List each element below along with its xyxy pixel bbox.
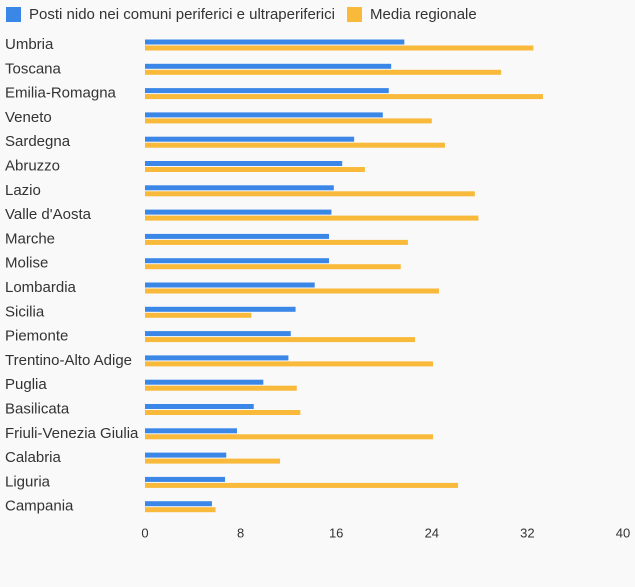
bar-posti-nido-sardegna[interactable] [145,136,355,142]
category-label-sardegna: Sardegna [5,133,71,150]
bar-media-regionale-toscana[interactable] [145,69,502,75]
bar-media-regionale-abruzzo[interactable] [145,167,365,172]
bar-posti-nido-valle-d-aosta[interactable] [145,209,332,215]
category-label-friuli-venezia-giulia: Friuli-Venezia Giulia [5,425,139,442]
bar-media-regionale-piemonte[interactable] [145,337,416,343]
x-tick-label-8: 8 [237,525,244,540]
category-label-valle-d-aosta: Valle d'Aosta [5,206,92,223]
bar-posti-nido-toscana[interactable] [145,63,392,69]
x-tick-label-0: 0 [141,525,148,540]
category-label-marche: Marche [5,230,55,247]
bar-posti-nido-basilicata[interactable] [145,404,254,409]
bar-media-regionale-molise[interactable] [145,264,401,270]
bar-media-regionale-campania[interactable] [145,507,216,513]
bar-media-regionale-lombardia[interactable] [145,288,439,294]
bar-media-regionale-sardegna[interactable] [145,142,445,148]
bar-media-regionale-liguria[interactable] [145,482,459,488]
x-tick-label-16: 16 [329,525,343,540]
category-label-lazio: Lazio [5,182,41,199]
bar-media-regionale-trentino-alto-adige[interactable] [145,361,433,367]
category-label-liguria: Liguria [5,473,51,490]
legend-swatch-media-regionale [346,6,362,22]
bar-posti-nido-liguria[interactable] [145,476,226,482]
bar-media-regionale-sicilia[interactable] [145,312,252,318]
category-label-umbria: Umbria [5,36,54,53]
category-label-campania: Campania [5,498,74,515]
bar-posti-nido-veneto[interactable] [145,112,383,118]
bar-posti-nido-emilia-romagna[interactable] [145,88,389,94]
category-label-piemonte: Piemonte [5,328,68,345]
category-label-lombardia: Lombardia [5,279,77,296]
bar-posti-nido-molise[interactable] [145,258,330,264]
legend-item-posti-nido[interactable]: Posti nido nei comuni periferici e ultra… [6,6,335,23]
legend-label-posti-nido: Posti nido nei comuni periferici e ultra… [29,5,335,23]
legend-swatch-posti-nido [6,6,21,22]
category-label-veneto: Veneto [5,109,52,126]
bar-posti-nido-puglia[interactable] [145,379,264,385]
category-label-abruzzo: Abruzzo [5,157,60,174]
bar-media-regionale-puglia[interactable] [145,385,297,391]
bar-media-regionale-emilia-romagna[interactable] [145,94,543,100]
x-tick-label-24: 24 [425,525,439,540]
bar-posti-nido-calabria[interactable] [145,452,227,458]
bar-media-regionale-friuli-venezia-giulia[interactable] [145,434,433,440]
legend: Posti nido nei comuni periferici e ultra… [6,4,489,24]
bar-posti-nido-trentino-alto-adige[interactable] [145,355,289,361]
x-tick-label-32: 32 [520,525,534,540]
category-label-trentino-alto-adige: Trentino-Alto Adige [5,352,132,369]
category-label-puglia: Puglia [5,376,47,393]
bar-media-regionale-lazio[interactable] [145,191,475,197]
bar-posti-nido-abruzzo[interactable] [145,161,343,166]
bar-posti-nido-umbria[interactable] [145,39,405,45]
category-label-emilia-romagna: Emilia-Romagna [5,85,117,102]
category-label-toscana: Toscana [5,60,62,77]
legend-item-media-regionale[interactable]: Media regionale [346,5,477,23]
bar-posti-nido-campania[interactable] [145,501,212,507]
bar-media-regionale-calabria[interactable] [145,458,281,464]
x-tick-label-40: 40 [616,525,630,540]
bar-media-regionale-marche[interactable] [145,239,408,245]
category-label-sicilia: Sicilia [5,303,45,320]
bar-media-regionale-veneto[interactable] [145,118,432,124]
category-label-molise: Molise [5,255,48,272]
bar-media-regionale-basilicata[interactable] [145,410,301,415]
bar-posti-nido-lazio[interactable] [145,185,334,191]
legend-label-media-regionale: Media regionale [369,5,477,23]
category-label-basilicata: Basilicata [5,400,70,417]
bar-posti-nido-lombardia[interactable] [145,282,315,288]
bar-posti-nido-sicilia[interactable] [145,306,296,312]
category-label-calabria: Calabria [5,449,62,466]
bar-posti-nido-friuli-venezia-giulia[interactable] [145,428,238,434]
bar-posti-nido-piemonte[interactable] [145,331,291,337]
bar-posti-nido-marche[interactable] [145,233,330,239]
bar-media-regionale-valle-d-aosta[interactable] [145,215,479,221]
bar-media-regionale-umbria[interactable] [145,45,534,51]
